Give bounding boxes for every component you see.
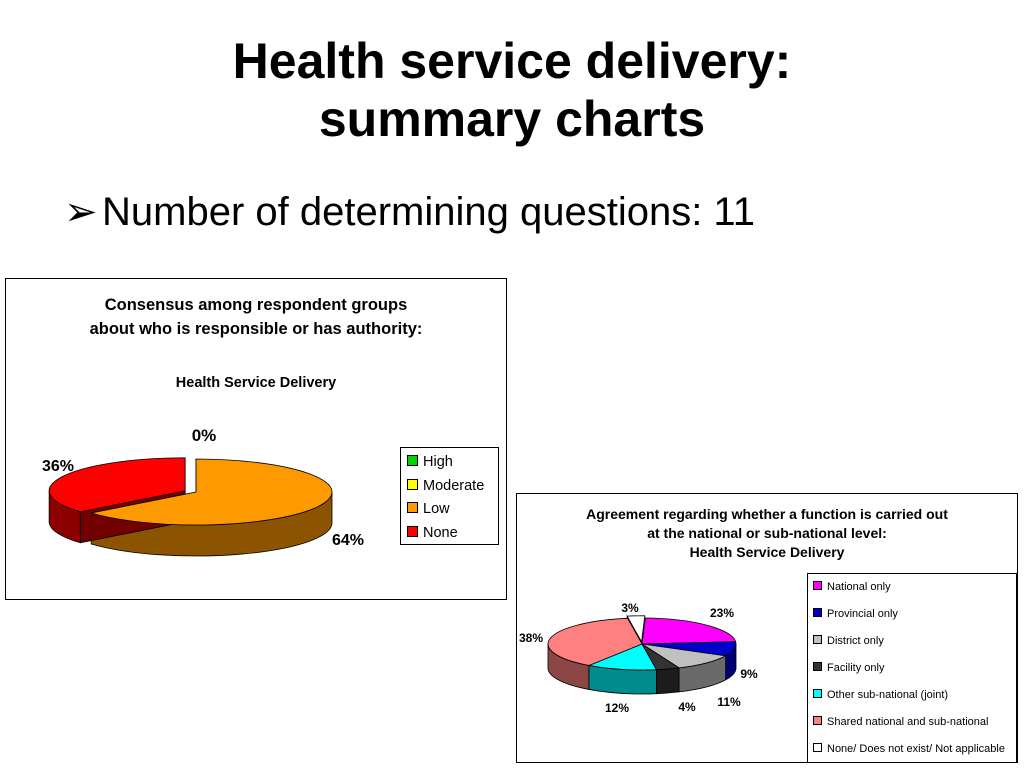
legend-swatch-high <box>407 455 418 466</box>
slide-title: Health service delivery: summary charts <box>0 32 1024 148</box>
consensus-chart-legend: High Moderate Low None <box>400 447 499 545</box>
legend-swatch-national-only <box>813 581 822 590</box>
agreement-pie-facility-only-data-label: 4% <box>678 700 696 714</box>
legend-swatch-district-only <box>813 635 822 644</box>
legend-item-provincial-only: Provincial only <box>813 605 1016 632</box>
agreement-pie-other-sub-national-joint-data-label: 12% <box>605 701 629 715</box>
bullet-text: Number of determining questions: 11 <box>102 190 755 234</box>
agreement-pie-district-only-data-label: 11% <box>717 695 741 709</box>
legend-item-other-sub-national: Other sub-national (joint) <box>813 686 1016 713</box>
agreement-pie-provincial-only-data-label: 9% <box>740 667 758 681</box>
agreement-chart-title-line-2: at the national or sub-national level: <box>647 525 887 541</box>
agreement-chart-legend: National only Provincial only District o… <box>807 573 1017 763</box>
legend-label-high: High <box>423 454 453 470</box>
consensus-chart-title: Consensus among respondent groups about … <box>6 293 506 341</box>
consensus-pie-none-slice <box>48 457 186 513</box>
consensus-chart-title-line-1: Consensus among respondent groups <box>104 296 408 314</box>
legend-item-none-not-applicable: None/ Does not exist/ Not applicable <box>813 740 1016 767</box>
agreement-pie-shared-national-and-sub-national-slice <box>547 617 643 666</box>
legend-item-high: High <box>407 452 498 476</box>
legend-item-shared: Shared national and sub-national <box>813 713 1016 740</box>
consensus-pie-low-data-label: 64% <box>332 532 364 549</box>
legend-label-national-only: National only <box>827 581 891 593</box>
legend-item-district-only: District only <box>813 632 1016 659</box>
consensus-pie-chart: 0% 64% 36% <box>42 426 364 557</box>
consensus-pie-low-slice <box>91 458 333 526</box>
agreement-chart-title-line-1: Agreement regarding whether a function i… <box>586 506 948 522</box>
legend-label-shared: Shared national and sub-national <box>827 716 989 728</box>
agreement-pie-national-only-data-label: 23% <box>710 606 734 620</box>
legend-swatch-moderate <box>407 478 418 490</box>
legend-swatch-provincial-only <box>813 608 822 617</box>
agreement-pie-none-does-not-exist-not-applicable-slice <box>626 615 646 644</box>
legend-swatch-none-not-applicable <box>813 743 822 752</box>
legend-label-none-not-applicable: None/ Does not exist/ Not applicable <box>827 743 1005 755</box>
legend-swatch-none <box>407 525 418 537</box>
slide-title-line-2: summary charts <box>318 91 706 147</box>
legend-label-other-sub-national: Other sub-national (joint) <box>827 689 949 701</box>
agreement-pie-facility-only-side <box>655 667 680 695</box>
legend-item-facility-only: Facility only <box>813 659 1016 686</box>
agreement-pie-chart: 23% 9% 11% 4% 12% 38% 3% <box>519 601 758 715</box>
legend-swatch-other-sub-national <box>813 689 822 698</box>
agreement-pie-none-does-not-exist-not-applicable-data-label: 3% <box>621 601 639 615</box>
agreement-pie-other-sub-national-joint-slice <box>587 643 658 671</box>
agreement-pie-district-only-slice <box>641 643 727 669</box>
consensus-chart-panel: Consensus among respondent groups about … <box>5 278 507 600</box>
agreement-chart-title: Agreement regarding whether a function i… <box>517 505 1017 562</box>
legend-swatch-shared <box>813 716 822 725</box>
agreement-chart-panel: Agreement regarding whether a function i… <box>516 493 1018 763</box>
consensus-chart-subtitle: Health Service Delivery <box>175 375 337 391</box>
legend-item-none: None <box>407 523 498 547</box>
legend-swatch-facility-only <box>813 662 822 671</box>
consensus-pie-moderate-data-label: 0% <box>192 426 217 445</box>
agreement-chart-title-line-3: Health Service Delivery <box>689 544 845 560</box>
legend-label-none: None <box>423 524 458 541</box>
legend-label-facility-only: Facility only <box>827 662 885 674</box>
legend-label-low: Low <box>423 501 450 517</box>
legend-swatch-low <box>407 502 418 513</box>
legend-item-low: Low <box>407 499 498 523</box>
agreement-pie-shared-national-and-sub-national-data-label: 38% <box>519 631 543 645</box>
legend-label-moderate: Moderate <box>423 477 485 494</box>
legend-item-national-only: National only <box>813 578 1016 605</box>
consensus-pie-none-data-label: 36% <box>42 458 74 475</box>
legend-label-provincial-only: Provincial only <box>827 608 898 620</box>
legend-item-moderate: Moderate <box>407 476 498 500</box>
agreement-pie-national-only-slice <box>641 617 737 645</box>
legend-label-district-only: District only <box>827 635 884 647</box>
bullet-arrow-icon: ➢ <box>64 190 98 234</box>
consensus-chart-title-line-2: about who is responsible or has authorit… <box>89 320 423 338</box>
slide-title-line-1: Health service delivery: <box>232 33 792 89</box>
bullet-item: ➢ Number of determining questions: 11 <box>64 188 755 236</box>
